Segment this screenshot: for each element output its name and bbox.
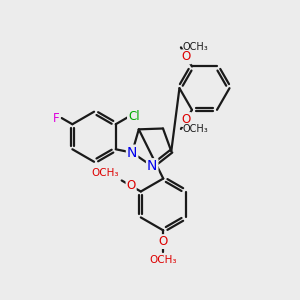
Text: OCH₃: OCH₃ (149, 255, 177, 266)
Text: O: O (127, 179, 136, 192)
Text: F: F (53, 112, 60, 124)
Text: OCH₃: OCH₃ (91, 167, 119, 178)
Text: N: N (127, 146, 137, 160)
Text: O: O (182, 50, 191, 63)
Text: O: O (159, 235, 168, 248)
Text: OCH₃: OCH₃ (182, 42, 208, 52)
Text: Cl: Cl (128, 110, 140, 123)
Text: OCH₃: OCH₃ (182, 124, 208, 134)
Text: O: O (182, 113, 191, 126)
Text: N: N (147, 159, 158, 173)
